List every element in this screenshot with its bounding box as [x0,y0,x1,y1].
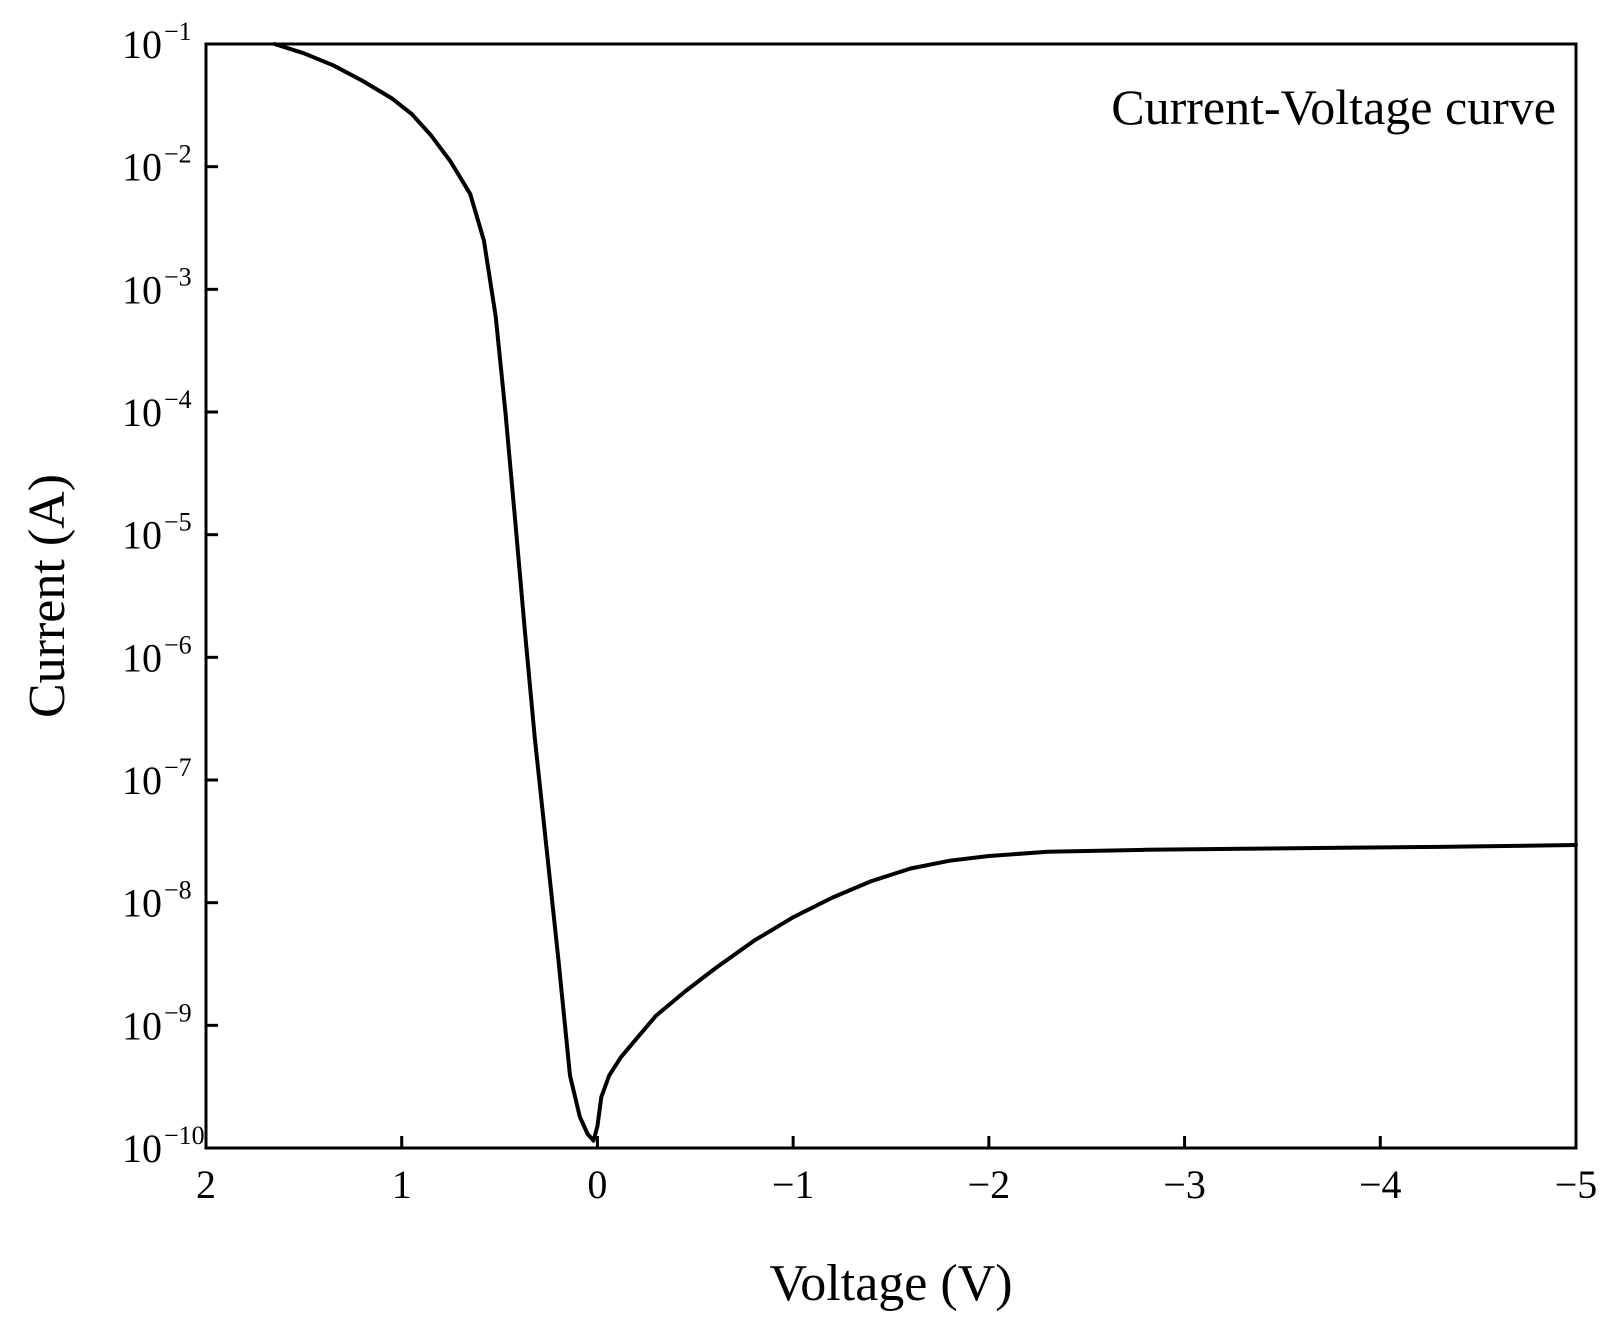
y-tick-exponent: −7 [164,753,192,782]
y-tick-exponent: −4 [164,385,192,414]
y-tick-label: 10 [122,390,162,435]
y-axis-title: Current (A) [19,474,76,718]
y-tick-label: 10 [122,758,162,803]
y-tick-label: 10 [122,635,162,680]
y-tick-exponent: −3 [164,262,192,291]
x-tick-label: −2 [968,1162,1011,1207]
y-tick-label: 10 [122,267,162,312]
y-tick-label: 10 [122,881,162,926]
y-tick-exponent: −9 [164,998,192,1027]
y-tick-exponent: −5 [164,508,192,537]
y-tick-label: 10 [122,513,162,558]
plot-frame [204,42,1578,1150]
x-tick-label: 1 [392,1162,412,1207]
x-tick-label: 0 [587,1162,607,1207]
x-tick-label: −3 [1163,1162,1206,1207]
x-tick-label: −4 [1359,1162,1402,1207]
y-tick-exponent: −10 [164,1121,205,1150]
y-tick-exponent: −2 [164,140,192,169]
x-tick-label: −5 [1555,1162,1598,1207]
y-tick-label: 10 [122,145,162,190]
iv-curve-line [272,42,1578,1143]
x-tick-label: −1 [772,1162,815,1207]
y-tick-label: 10 [122,1126,162,1171]
x-axis-title: Voltage (V) [769,1255,1012,1312]
curve-layer [272,42,1578,1143]
x-axis-ticks: 2 1 0 −1 −2 −3 −4 −5 [196,1136,1597,1207]
y-tick-label: 10 [122,22,162,67]
chart-annotation: Current-Voltage curve [1111,79,1556,135]
x-tick-label: 2 [196,1162,216,1207]
y-tick-exponent: −1 [164,17,192,46]
y-tick-exponent: −6 [164,630,192,659]
y-axis-ticks: 10 −110 −210 −310 −410 −510 −610 −710 −810 −910 −1… [122,17,218,1171]
y-tick-label: 10 [122,1003,162,1048]
y-tick-exponent: −8 [164,876,192,905]
